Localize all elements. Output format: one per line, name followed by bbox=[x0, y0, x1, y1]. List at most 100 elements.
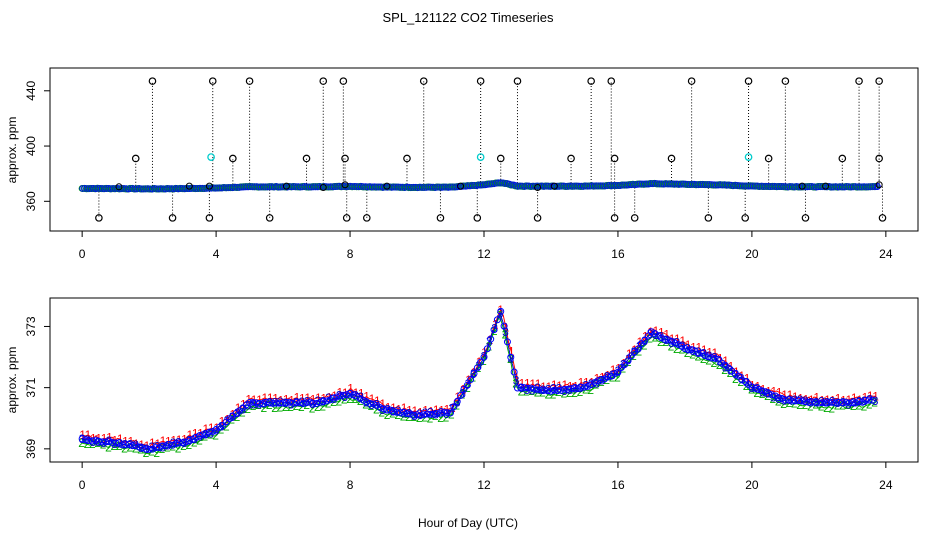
panel-bottom-y-axis: 369 371 373 bbox=[24, 316, 50, 459]
series-marker-2: 2 bbox=[223, 420, 230, 434]
series-marker-2: 2 bbox=[282, 400, 289, 414]
average-point bbox=[81, 436, 89, 444]
series-marker-2: 2 bbox=[866, 397, 873, 411]
series-marker-2: 2 bbox=[191, 436, 198, 450]
series-marker-2: 2 bbox=[614, 370, 621, 384]
spike-point bbox=[95, 214, 103, 222]
average-point bbox=[169, 441, 177, 449]
average-point bbox=[266, 399, 274, 407]
series-marker-2: 2 bbox=[502, 328, 509, 342]
average-point bbox=[249, 398, 257, 406]
series-marker-2: 2 bbox=[362, 397, 369, 411]
average-point bbox=[778, 395, 786, 403]
average-point bbox=[112, 439, 120, 447]
average-point bbox=[751, 384, 759, 392]
series-marker-1: 1 bbox=[347, 381, 354, 395]
spike-point bbox=[567, 154, 575, 163]
average-point bbox=[527, 384, 535, 392]
average-point bbox=[594, 377, 602, 385]
series-marker-1: 1 bbox=[395, 402, 402, 416]
series-marker-1: 1 bbox=[717, 352, 724, 366]
series-marker-3: 3 bbox=[218, 420, 225, 434]
spike-point bbox=[667, 154, 676, 163]
average-point bbox=[520, 384, 528, 392]
average-point bbox=[748, 383, 756, 391]
average-point bbox=[761, 388, 769, 396]
series-marker-2: 2 bbox=[271, 401, 278, 415]
series-marker-3: 3 bbox=[111, 437, 118, 451]
average-point bbox=[443, 409, 451, 417]
x-tick-label: 16 bbox=[611, 247, 625, 261]
series-marker-2: 2 bbox=[169, 439, 176, 453]
series-marker-1: 1 bbox=[808, 393, 815, 407]
average-point bbox=[473, 364, 481, 372]
average-point bbox=[624, 357, 632, 365]
average-point bbox=[215, 423, 223, 431]
series-marker-2: 2 bbox=[153, 446, 160, 460]
series-marker-1: 1 bbox=[819, 393, 826, 407]
series-marker-1: 1 bbox=[369, 392, 376, 406]
series-marker-3: 3 bbox=[363, 396, 370, 410]
cyan-point bbox=[476, 153, 485, 161]
series-marker-2: 2 bbox=[437, 411, 444, 425]
average-point bbox=[788, 397, 796, 405]
series-marker-2: 2 bbox=[277, 401, 284, 415]
average-point bbox=[771, 392, 779, 400]
average-point bbox=[108, 439, 116, 447]
average-point bbox=[818, 399, 826, 407]
average-point bbox=[838, 399, 846, 407]
series-marker-1: 1 bbox=[524, 377, 531, 391]
average-point bbox=[862, 396, 870, 404]
average-point bbox=[795, 396, 803, 404]
series-marker-2: 2 bbox=[609, 370, 616, 384]
series-marker-3: 3 bbox=[240, 402, 247, 416]
panel-bottom-plot-area: 1111111111111111111111111111111111111111… bbox=[78, 303, 879, 460]
average-point bbox=[614, 368, 622, 376]
average-point bbox=[433, 410, 441, 418]
average-point bbox=[453, 398, 461, 406]
series-marker-1: 1 bbox=[610, 363, 617, 377]
series-marker-1: 1 bbox=[363, 390, 370, 404]
series-marker-2: 2 bbox=[384, 408, 391, 422]
average-point bbox=[758, 387, 766, 395]
x-tick-label: 24 bbox=[879, 247, 893, 261]
series-marker-1: 1 bbox=[685, 338, 692, 352]
series-marker-1: 1 bbox=[722, 354, 729, 368]
series-marker-1: 1 bbox=[803, 392, 810, 406]
average-point bbox=[785, 396, 793, 404]
spike-point bbox=[687, 77, 696, 85]
average-point bbox=[540, 386, 548, 394]
series-marker-2: 2 bbox=[630, 349, 637, 363]
average-point bbox=[303, 399, 311, 407]
spike-point bbox=[607, 77, 616, 85]
average-point bbox=[657, 334, 665, 342]
series-marker-3: 3 bbox=[824, 395, 831, 409]
average-point bbox=[493, 316, 501, 324]
average-point bbox=[537, 386, 545, 394]
average-point bbox=[349, 391, 357, 399]
average-point bbox=[661, 336, 669, 344]
series-marker-1: 1 bbox=[529, 377, 536, 391]
series-marker-2: 2 bbox=[571, 386, 578, 400]
spike-point bbox=[587, 77, 595, 85]
average-point bbox=[450, 403, 458, 411]
series-marker-3: 3 bbox=[834, 396, 841, 410]
series-marker-1: 1 bbox=[519, 377, 526, 391]
series-marker-3: 3 bbox=[631, 345, 638, 359]
series-marker-3: 3 bbox=[641, 334, 648, 348]
series-marker-1: 1 bbox=[712, 346, 719, 360]
y-tick-label: 373 bbox=[24, 316, 38, 336]
average-point bbox=[78, 435, 86, 443]
spike-point bbox=[168, 214, 177, 222]
series-marker-1: 1 bbox=[792, 390, 799, 404]
series-marker-1: 1 bbox=[261, 391, 268, 405]
series-marker-1: 1 bbox=[647, 325, 654, 339]
series-marker-2: 2 bbox=[550, 387, 557, 401]
average-point bbox=[165, 440, 173, 448]
average-point bbox=[269, 399, 277, 407]
series-marker-2: 2 bbox=[298, 400, 305, 414]
series-marker-2: 2 bbox=[737, 375, 744, 389]
panel-top-x-axis: 0 4 8 12 16 20 24 bbox=[79, 231, 893, 261]
series-marker-2: 2 bbox=[309, 401, 316, 415]
